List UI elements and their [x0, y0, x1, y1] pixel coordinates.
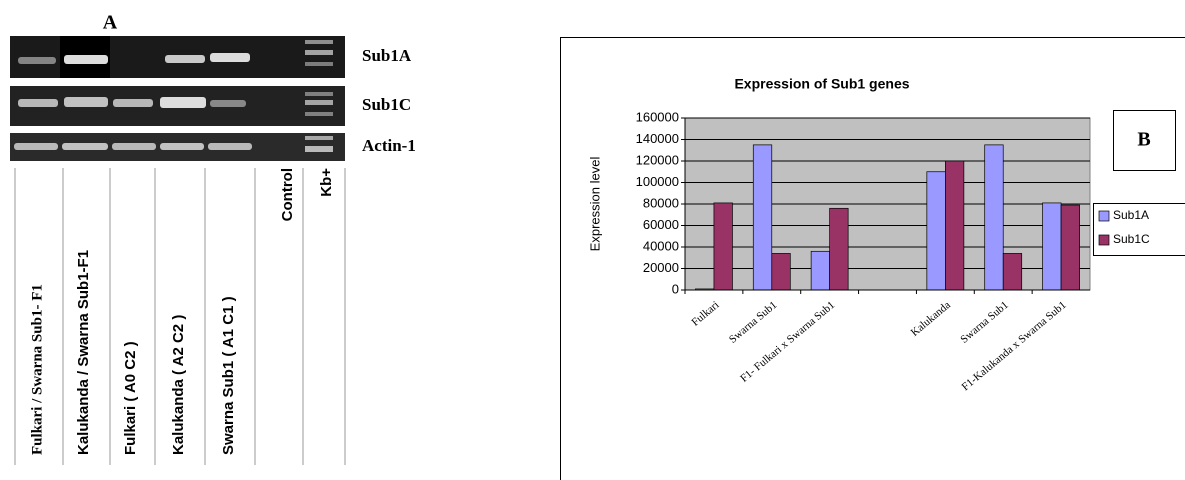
- chart-title: Expression of Sub1 genes: [734, 76, 909, 92]
- bar: [1003, 253, 1022, 290]
- y-tick-label: 120000: [636, 152, 679, 167]
- bar: [753, 145, 772, 290]
- gel-row-label: Sub1A: [362, 46, 412, 65]
- bar: [772, 253, 791, 290]
- y-tick-label: 20000: [643, 260, 679, 275]
- y-tick-label: 100000: [636, 174, 679, 189]
- bar: [714, 203, 733, 290]
- lane-label: Fulkari / Swarna Sub1- F1: [29, 284, 45, 455]
- gel-row-label: Actin-1: [362, 136, 416, 155]
- bar: [830, 208, 849, 290]
- legend-label: Sub1A: [1113, 208, 1149, 222]
- gel-row-label: Sub1C: [362, 95, 411, 114]
- y-tick-label: 40000: [643, 238, 679, 253]
- bar: [1043, 203, 1062, 290]
- lane-label: Swarna Sub1 ( A1 C1 ): [220, 296, 237, 455]
- bar: [927, 172, 946, 290]
- lane-label: Kb+: [318, 168, 335, 197]
- y-tick-label: 160000: [636, 109, 679, 124]
- bar: [1061, 205, 1080, 290]
- bar: [985, 145, 1004, 290]
- legend-swatch: [1099, 211, 1109, 221]
- figure: A B: [0, 0, 1185, 480]
- y-tick-label: 0: [672, 281, 679, 296]
- bar: [811, 251, 830, 290]
- bar: [945, 161, 964, 290]
- y-tick-label: 80000: [643, 195, 679, 210]
- y-tick-label: 60000: [643, 217, 679, 232]
- y-axis-label: Expression level: [587, 157, 602, 252]
- panel-label: B: [1137, 129, 1150, 151]
- legend-swatch: [1099, 235, 1109, 245]
- panel-label: A: [103, 12, 118, 34]
- lane-label: Control: [279, 168, 296, 221]
- lane-label: Kalukanda / Swarna Sub1-F1: [75, 250, 92, 455]
- y-tick-label: 140000: [636, 131, 679, 146]
- lane-label: Fulkari ( A0 C2 ): [122, 341, 139, 455]
- legend-label: Sub1C: [1113, 232, 1150, 246]
- lane-label: Kalukanda ( A2 C2 ): [170, 315, 187, 455]
